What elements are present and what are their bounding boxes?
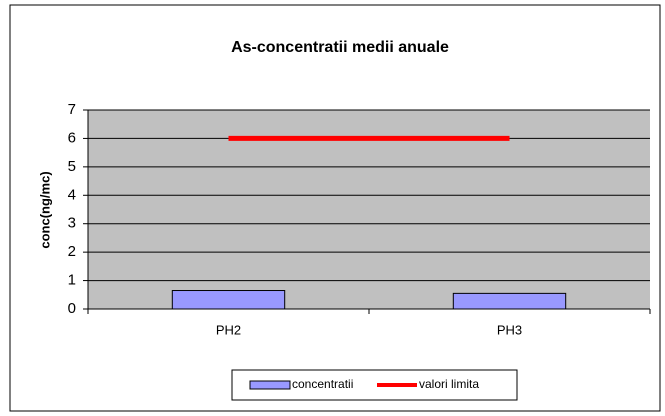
y-tick-label: 5 (68, 158, 76, 175)
y-axis-label: conc(ng/mc) (37, 171, 52, 248)
x-tick-label: PH2 (216, 322, 241, 337)
legend-swatch (249, 380, 291, 390)
bar (171, 290, 286, 310)
chart-title: As-concentratii medii anuale (231, 39, 449, 56)
y-tick-label: 3 (68, 215, 76, 232)
y-tick-label: 1 (68, 272, 76, 289)
y-tick-label: 2 (68, 243, 76, 260)
legend-label: valori limita (419, 377, 479, 391)
y-tick-label: 6 (68, 129, 76, 146)
y-tick-label: 0 (68, 300, 76, 317)
plot-area (88, 110, 650, 309)
legend-label: concentratii (292, 377, 353, 391)
x-tick-label: PH3 (497, 322, 522, 337)
y-tick-label: 7 (68, 101, 76, 118)
bar (452, 292, 567, 310)
y-tick-label: 4 (68, 186, 76, 203)
